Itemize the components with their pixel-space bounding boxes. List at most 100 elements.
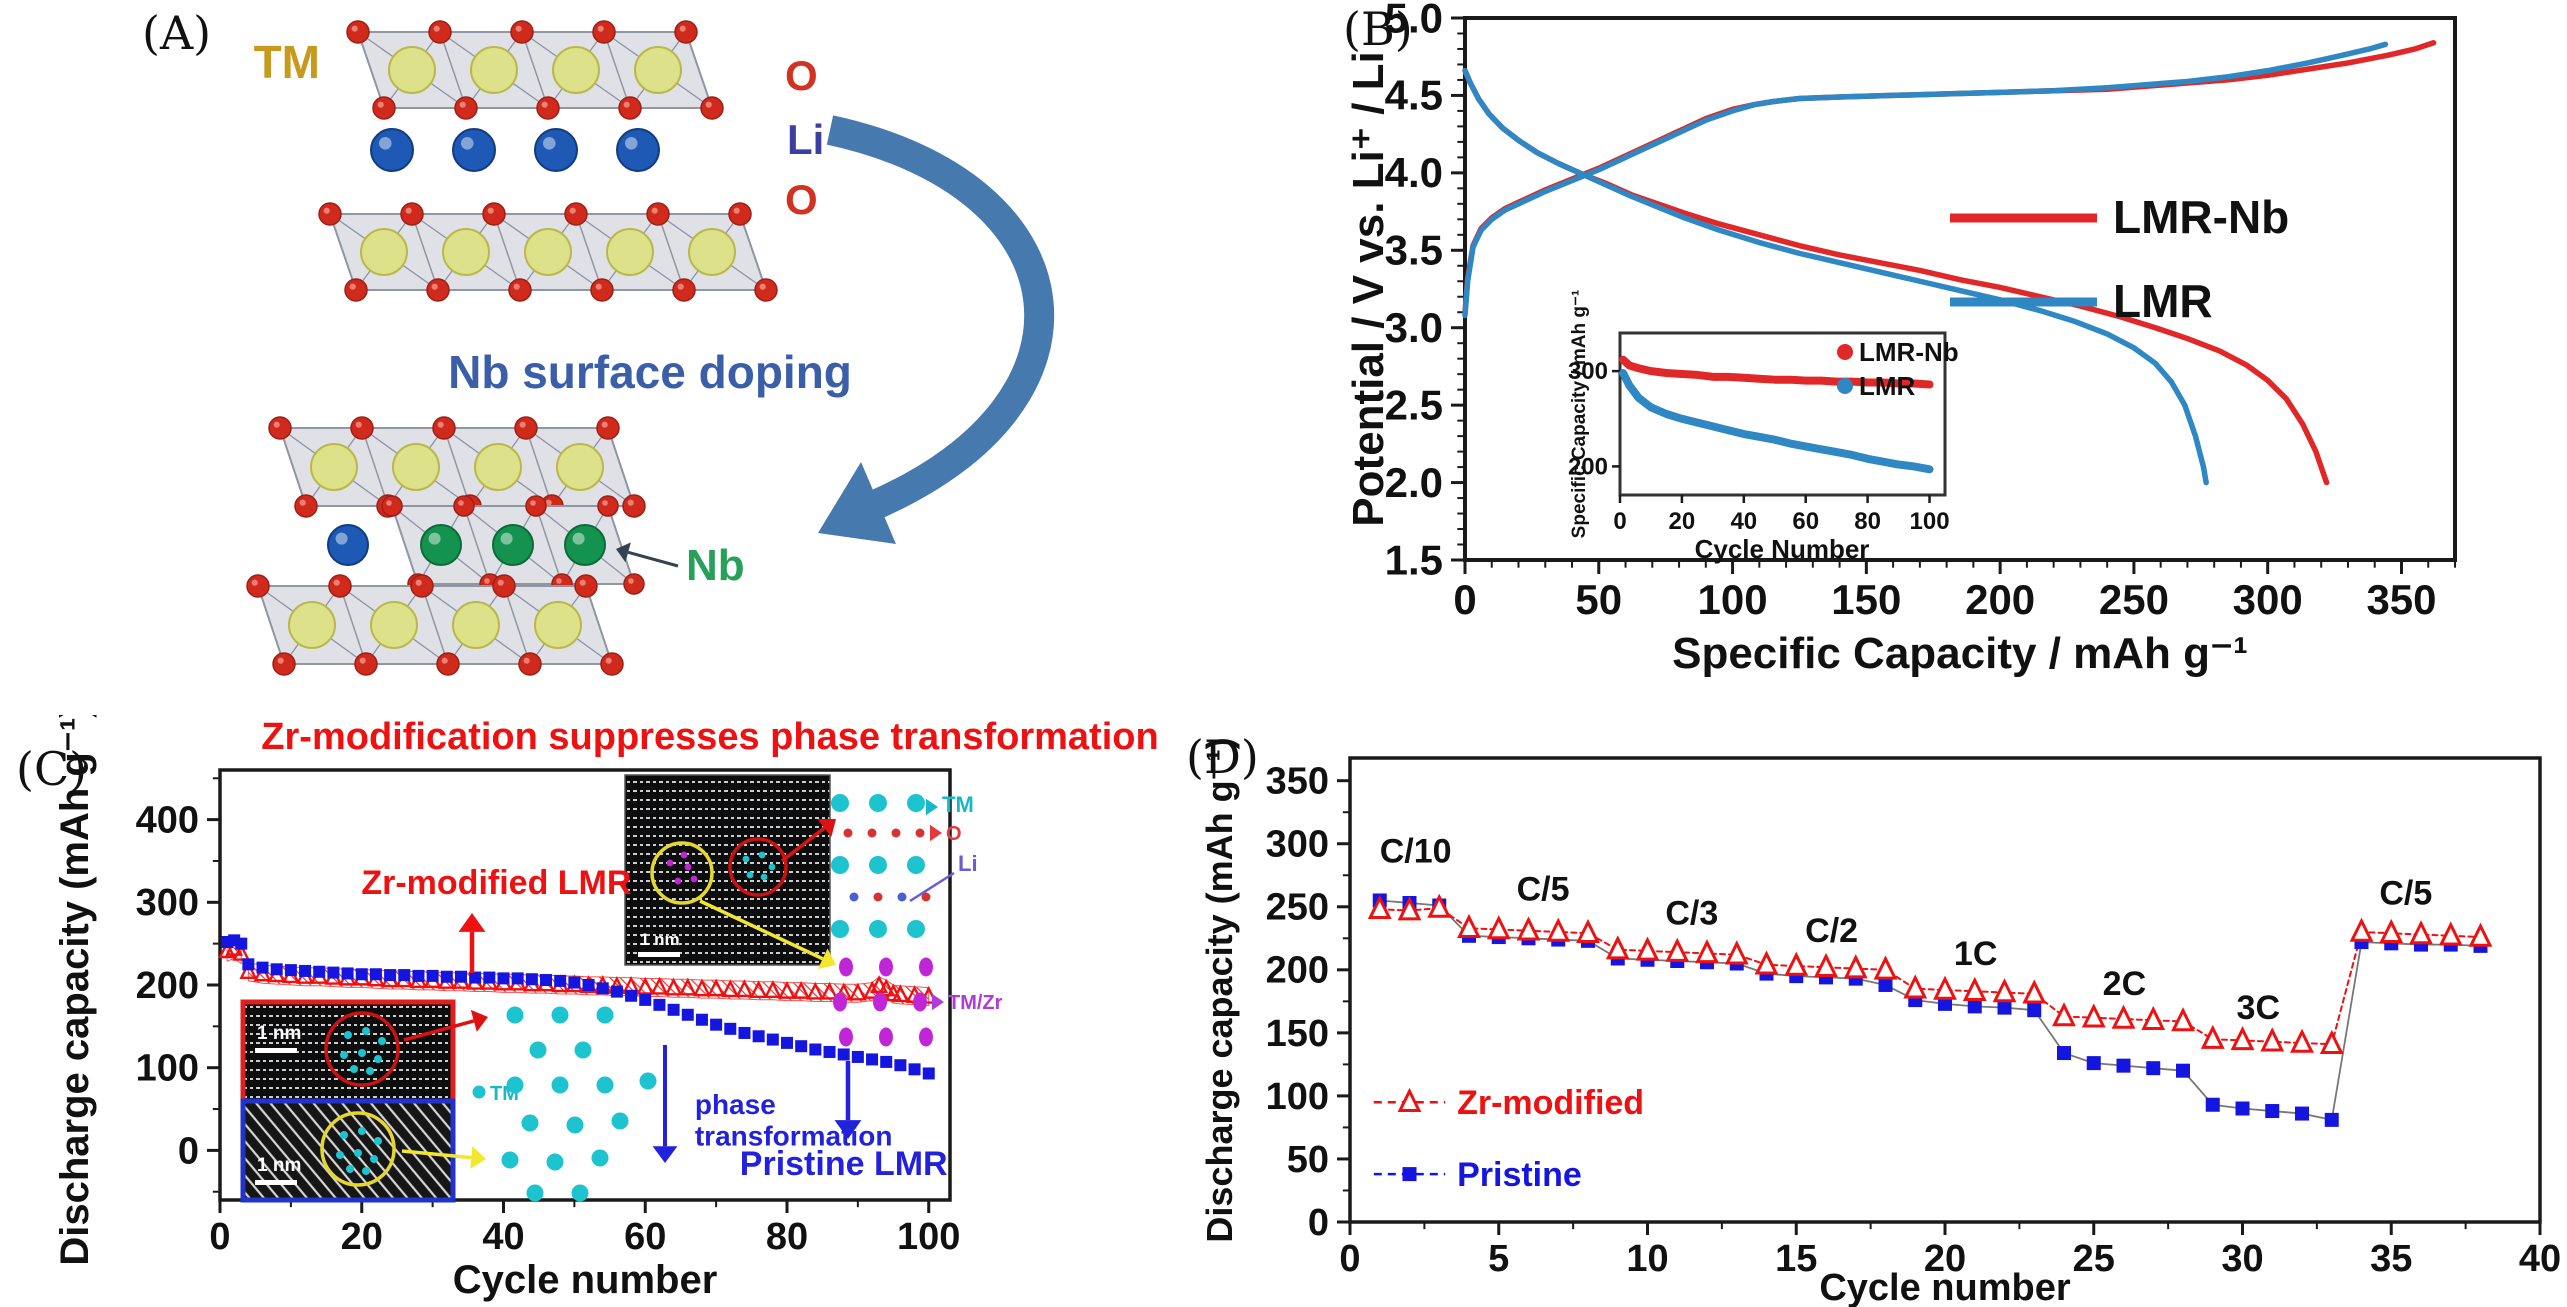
square-marker [2057,1046,2071,1061]
square-marker [235,937,248,950]
square-marker [837,1048,850,1061]
oxygen-atom [346,20,370,44]
schematic-li-label: Li [958,851,978,876]
oxygen-atom [344,278,368,302]
triangle-marker [1962,976,1987,1002]
triangle-marker [891,984,910,1003]
li-label: Li [787,116,824,163]
atomic-schematic-top: TM O Li TM/Zr [831,792,1003,1047]
oxygen-atom [453,495,475,517]
inset-legend-dot-LMR-Nb [1837,344,1853,360]
red-circle-layered [324,1011,400,1087]
oxygen-atom [623,573,645,595]
inset-legend-label-LMR: LMR [1859,371,1916,401]
tm-atom [606,228,654,276]
li-atom [370,128,414,172]
square-marker [369,968,382,981]
c-x-axis-label: Cycle number [453,1258,718,1302]
square-marker [809,1043,822,1056]
x-tick-label: 40 [2519,1238,2561,1280]
scale-bar-label: 1 nm [640,930,680,949]
y-tick-label: 200 [136,965,199,1007]
tm-atom [288,601,336,649]
inset-x-tick-label: 40 [1730,508,1757,535]
y-tick-label: 2.0 [1385,459,1443,506]
c-title: Zr-modification suppresses phase transfo… [261,716,1158,758]
square-marker [355,968,368,981]
tm-atom [634,46,682,94]
b-inset-chart: 0 20 40 60 80 100 200 300 Cycle Number Specific C… [1568,290,1959,564]
x-tick-label: 350 [2366,576,2436,623]
square-marker [1997,1000,2012,1015]
rate-label-C/3: C/3 [1665,894,1718,932]
x-tick-label: 20 [341,1216,383,1258]
square-marker [710,1018,723,1031]
triangle-marker [664,977,683,996]
square-marker [568,976,581,989]
y-tick-label: 300 [136,882,199,924]
tm-atom [360,228,408,276]
square-marker [610,985,623,998]
y-tick-label: 400 [136,800,199,842]
x-tick-label: 10 [1626,1238,1668,1280]
oxygen-atom [436,652,460,676]
square-marker [2116,1058,2131,1073]
triangle-marker [650,976,669,995]
inset-x-axis-label: Cycle Number [1695,534,1870,564]
triangle-marker [1397,896,1422,921]
square-marker [866,1053,879,1066]
li-atom [534,128,578,172]
square-marker [398,969,411,982]
square-marker [894,1059,907,1072]
triangle-marker [1367,894,1392,920]
triangle-marker [2171,1007,2195,1032]
oxygen-atom [536,96,560,120]
b-series [1462,40,2437,486]
triangle-marker [636,976,655,995]
b-legend: LMR-Nb LMR [1950,191,2289,327]
triangle-marker [693,978,711,997]
yellow-arrow-to-cluster [401,1146,486,1169]
tm-atom [452,601,500,649]
oxygen-atom [454,96,478,120]
legend-label-Zr-modified: Zr-modified [1457,1084,1644,1122]
triangle-marker [2200,1024,2225,1049]
triangle-marker [2409,920,2433,945]
inset-series-LMR [1619,369,1934,474]
triangle-marker [1427,893,1452,918]
triangle-marker [1635,936,1660,961]
o-bottom-label: O [785,176,818,223]
oxygen-atom [410,574,434,598]
zr-up-arrow [458,913,486,973]
annotation-phase-line1: phase [695,1089,776,1120]
red-arrow-to-cluster [403,1009,488,1042]
triangle-marker [2052,1002,2076,1027]
square-marker [284,964,297,977]
phase-transformation-arrow [652,1045,678,1163]
square-marker [440,970,453,983]
x-tick-label: 150 [1831,576,1901,623]
triangle-marker [1903,974,1928,999]
annotation-pristine-label: Pristine LMR [740,1145,948,1183]
oxygen-atom [618,96,642,120]
tem-inset-bottom: 1 nm 1 nm [240,999,456,1203]
tmzr-pointer [932,993,944,1011]
x-tick-label: 30 [2221,1238,2263,1280]
inset-x-tick-label: 0 [1613,508,1626,535]
c-y-axis-label: Discharge capacity (mAh g⁻¹) [53,715,97,1266]
panel-d-rate-chart: 0 5 10 15 20 25 30 35 40 0 50 100 150 200 250 300 350 Cyc… [1199,737,2561,1307]
x-tick-label: 80 [766,1216,808,1258]
red-highlight-circle [728,837,788,897]
triangle-marker [870,975,889,994]
triangle-marker [1873,955,1898,980]
triangle-marker [2349,917,2374,942]
triangle-marker [1516,916,1541,941]
nb-pointer-arrow [616,542,679,568]
oxygen-atom [646,202,670,226]
oxygen-atom [294,494,318,518]
square-marker [851,1050,864,1063]
oxygen-atom [700,96,724,120]
square-marker [922,1067,935,1080]
oxygen-atom [574,574,598,598]
